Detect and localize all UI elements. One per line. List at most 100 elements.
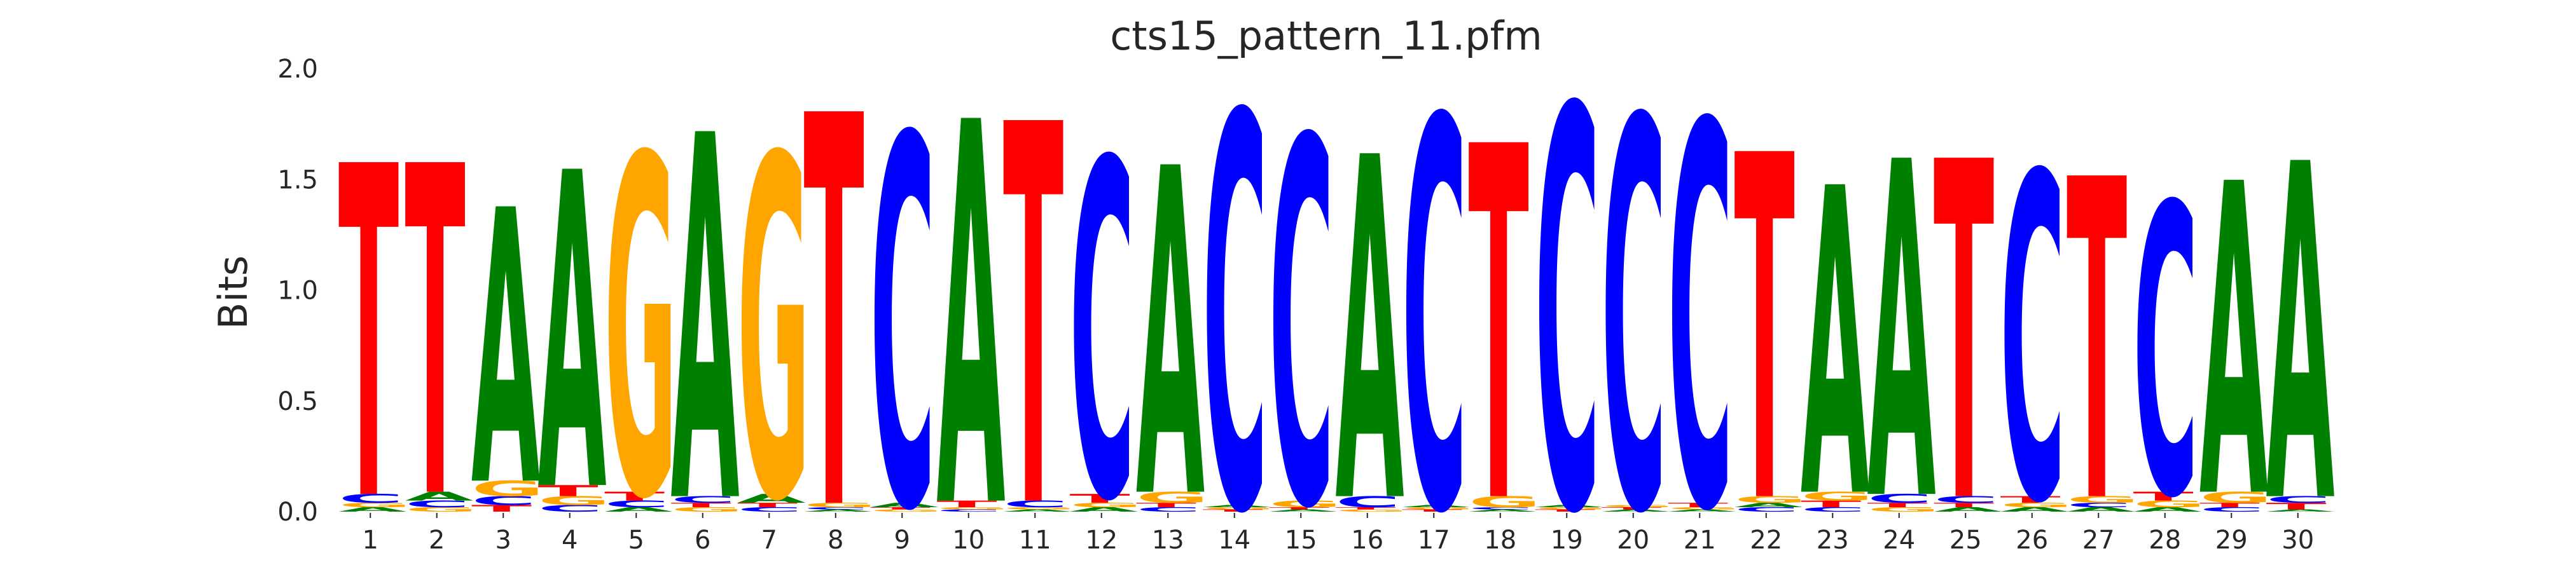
- logo-letter-A: A: [1469, 509, 1537, 513]
- y-tick-label: 1.0: [277, 276, 318, 306]
- logo-letter-A: A: [1934, 506, 2003, 513]
- logo-letter-C: C: [405, 499, 470, 510]
- logo-letter-G: G: [1003, 507, 1076, 510]
- x-tick-label: 4: [562, 526, 578, 555]
- logo-letter-G: G: [1136, 489, 1209, 507]
- logo-letter-T: T: [338, 71, 399, 572]
- x-tick-label: 21: [1684, 526, 1716, 555]
- chart-title: cts15_pattern_11.pfm: [1110, 13, 1542, 59]
- logo-letter-T: T: [2199, 501, 2260, 508]
- logo-letter-C: C: [1336, 493, 1401, 511]
- logo-letter-G: G: [737, 60, 810, 572]
- logo-letter-G: G: [870, 509, 943, 513]
- logo-letter-A: A: [1535, 505, 1603, 508]
- logo-letter-G: G: [604, 62, 677, 572]
- x-tick-label: 24: [1883, 526, 1915, 555]
- logo-letter-A: A: [471, 132, 541, 569]
- x-tick-label: 6: [695, 526, 710, 555]
- logo-letter-G: G: [1203, 507, 1276, 510]
- logo-letter-G: G: [405, 506, 478, 513]
- x-tick-label: 8: [828, 526, 843, 555]
- x-tick-label: 9: [894, 526, 910, 555]
- logo-letter-A: A: [2199, 95, 2269, 572]
- logo-letter-A: A: [2067, 506, 2136, 513]
- logo-letter-C: C: [1402, 10, 1467, 572]
- logo-letter-T: T: [1934, 501, 1994, 508]
- x-tick-label: 12: [1085, 526, 1118, 555]
- x-tick-label: 2: [429, 526, 445, 555]
- x-tick-label: 23: [1817, 526, 1849, 555]
- logo-letter-G: G: [2199, 489, 2273, 507]
- logo-letter-A: A: [1269, 509, 1338, 513]
- logo-letter-T: T: [870, 507, 931, 510]
- logo-letter-C: C: [737, 506, 802, 513]
- logo-letter-T: T: [1867, 501, 1928, 508]
- y-axis-title: Bits: [210, 255, 256, 329]
- x-tick-label: 20: [1617, 526, 1649, 555]
- logo-letter-C: C: [1269, 37, 1334, 572]
- logo-letter-G: G: [1402, 507, 1475, 510]
- logo-letter-A: A: [2000, 506, 2070, 513]
- logo-letter-C: C: [1535, 0, 1600, 572]
- logo-letter-T: T: [1469, 46, 1530, 572]
- logo-letter-C: C: [604, 499, 669, 510]
- logo-letter-C: C: [1003, 499, 1068, 510]
- logo-letter-C: C: [2067, 501, 2131, 508]
- logo-letter-C: C: [1136, 506, 1201, 513]
- x-tick-label: 14: [1218, 526, 1250, 555]
- x-tick-label: 27: [2082, 526, 2115, 555]
- logo-letter-T: T: [1668, 501, 1728, 508]
- logo-letter-T: T: [1801, 499, 1862, 510]
- logo-letter-A: A: [1402, 505, 1471, 508]
- y-tick-label: 0.5: [277, 387, 318, 416]
- logo-letter-A: A: [737, 492, 806, 506]
- y-tick-label: 1.5: [277, 165, 318, 194]
- logo-letter-C: C: [1801, 506, 1866, 513]
- logo-letter-A: A: [937, 13, 1006, 572]
- x-tick-label: 19: [1551, 526, 1583, 555]
- logo-letter-T: T: [1136, 501, 1196, 508]
- logo-letter-G: G: [1469, 493, 1542, 511]
- logo-letter-C: C: [2000, 83, 2065, 572]
- x-tick-label: 28: [2149, 526, 2181, 555]
- logo-letter-G: G: [1867, 506, 1941, 513]
- logo-letter-G: G: [1535, 507, 1608, 510]
- x-tick-label: 1: [363, 526, 378, 555]
- logo-letter-A: A: [1336, 60, 1405, 572]
- x-axis-ticks: 1 2 3 4 5 6 7 8 9 10 11 12 13 14 15 16 17 18 19 20 21 22 23 24 2…: [363, 513, 2314, 555]
- logo-letter-G: G: [1070, 501, 1143, 508]
- logo-letter-A: A: [1203, 505, 1271, 508]
- logo-letter-T: T: [2133, 489, 2194, 503]
- logo-letter-G: G: [538, 494, 611, 508]
- logo-letter-G: G: [804, 501, 877, 508]
- logo-letter-T: T: [471, 503, 532, 514]
- x-tick-label: 13: [1152, 526, 1184, 555]
- logo-letter-G: G: [937, 507, 1010, 510]
- logo-letter-T: T: [1535, 509, 1595, 513]
- logo-letter-A: A: [1735, 501, 1804, 508]
- logo-letter-A: A: [1801, 101, 1870, 572]
- x-tick-label: 5: [628, 526, 644, 555]
- logo-letter-A: A: [538, 83, 607, 572]
- logo-letter-T: T: [804, 4, 865, 572]
- logo-letter-T: T: [671, 501, 731, 508]
- logo-letter-C: C: [1668, 15, 1733, 572]
- logo-letter-G: G: [2133, 499, 2206, 510]
- logo-letter-C: C: [937, 509, 1002, 513]
- logo-letter-C: C: [2133, 123, 2198, 572]
- logo-letter-T: T: [1336, 507, 1396, 510]
- x-tick-label: 30: [2282, 526, 2314, 555]
- x-tick-label: 11: [1019, 526, 1051, 555]
- logo-letter-T: T: [1402, 509, 1462, 513]
- logo-letter-T: T: [1934, 66, 1995, 572]
- logo-letter-C: C: [1867, 492, 1932, 506]
- logo-letter-A: A: [1867, 67, 1937, 572]
- logo-letter-C: C: [471, 494, 536, 508]
- logo-letter-C: C: [1735, 506, 1799, 513]
- logo-letter-T: T: [1602, 507, 1662, 510]
- logo-letter-T: T: [1735, 58, 1796, 572]
- logo-letter-A: A: [2266, 69, 2336, 572]
- logo-letter-T: T: [937, 499, 998, 510]
- logo-letter-A: A: [1668, 509, 1736, 513]
